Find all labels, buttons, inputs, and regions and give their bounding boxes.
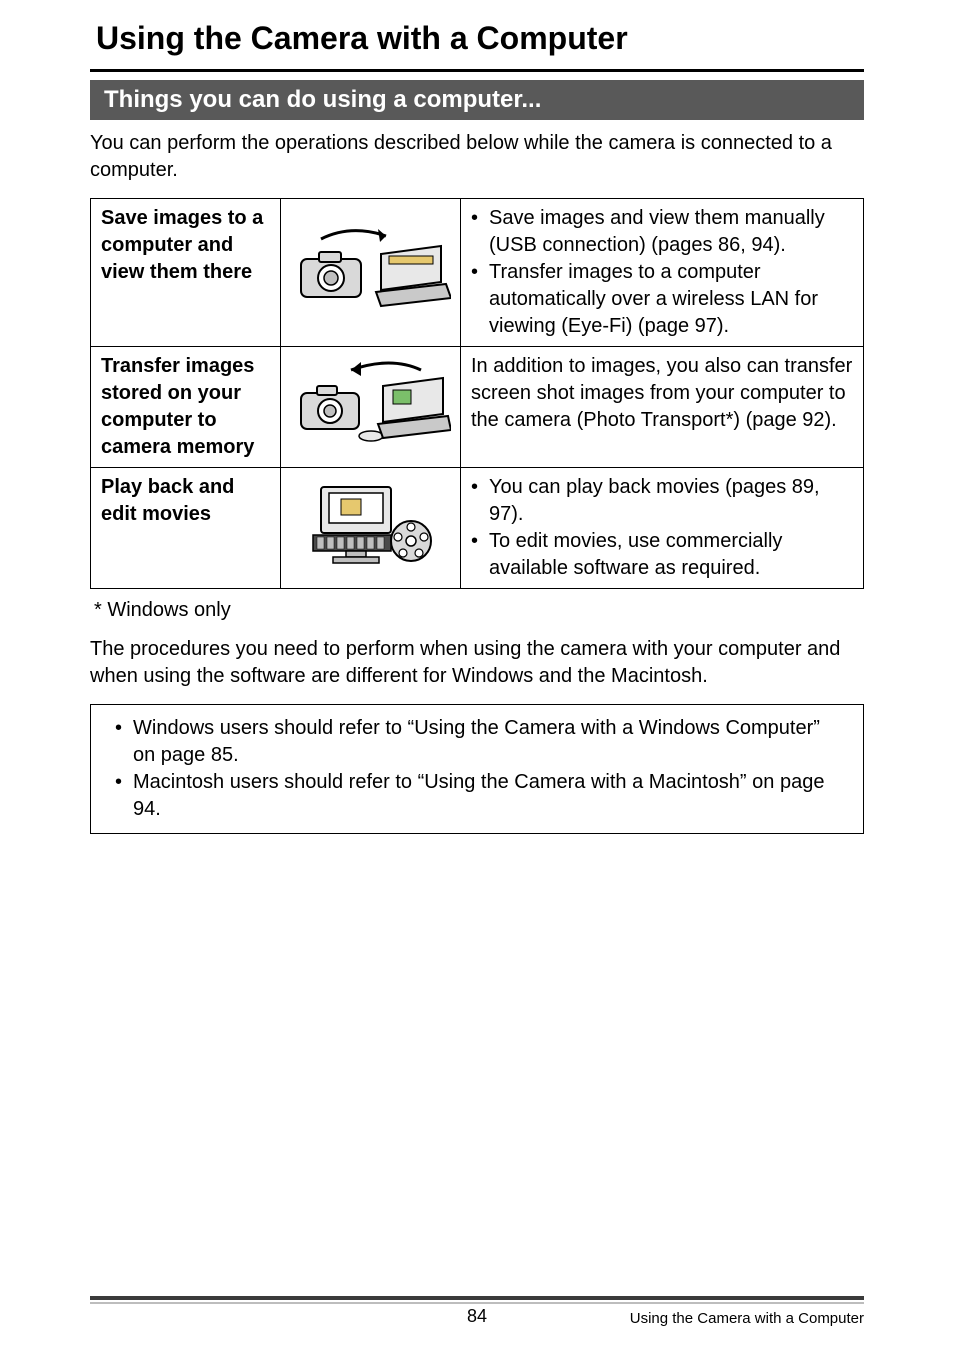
op-illustration-cell (281, 468, 461, 589)
reference-box: Windows users should refer to “Using the… (90, 704, 864, 834)
bullet-item: Save images and view them manually (USB … (471, 205, 853, 259)
footer-row: 84 Using the Camera with a Computer (90, 1310, 864, 1327)
page-content: Using the Camera with a Computer Things … (0, 0, 954, 834)
op-illustration-cell (281, 199, 461, 347)
section-heading-bar: Things you can do using a computer... (90, 80, 864, 120)
movie-edit-icon (291, 479, 451, 569)
operations-table: Save images to a computer and view them … (90, 198, 864, 589)
camera-to-computer-icon (291, 224, 451, 314)
footer-rule-dark (90, 1296, 864, 1300)
intro-paragraph: You can perform the operations described… (90, 130, 864, 184)
op-title: Play back and edit movies (91, 468, 281, 589)
table-row: Transfer images stored on your computer … (91, 347, 864, 468)
bullet-list: You can play back movies (pages 89, 97).… (471, 474, 853, 582)
op-description: Save images and view them manually (USB … (461, 199, 864, 347)
reference-item: Macintosh users should refer to “Using t… (107, 769, 847, 823)
page: Using the Camera with a Computer Things … (0, 0, 954, 1357)
bullet-item: You can play back movies (pages 89, 97). (471, 474, 853, 528)
page-footer: 84 Using the Camera with a Computer (90, 1296, 864, 1327)
bullet-list: Save images and view them manually (USB … (471, 205, 853, 340)
page-number: 84 (467, 1306, 487, 1327)
reference-item: Windows users should refer to “Using the… (107, 715, 847, 769)
title-rule (90, 69, 864, 72)
op-title: Save images to a computer and view them … (91, 199, 281, 347)
page-title: Using the Camera with a Computer (96, 20, 864, 57)
footnote: * Windows only (90, 599, 864, 622)
bullet-item: To edit movies, use commercially availab… (471, 528, 853, 582)
reference-list: Windows users should refer to “Using the… (107, 715, 847, 823)
footer-section-label: Using the Camera with a Computer (630, 1310, 864, 1327)
table-row: Save images to a computer and view them … (91, 199, 864, 347)
op-description: In addition to images, you also can tran… (461, 347, 864, 468)
footer-rule-light (90, 1302, 864, 1304)
op-illustration-cell (281, 347, 461, 468)
op-title: Transfer images stored on your computer … (91, 347, 281, 468)
computer-to-camera-icon (291, 358, 451, 448)
bullet-item: Transfer images to a computer automatica… (471, 259, 853, 340)
table-row: Play back and edit movies (91, 468, 864, 589)
op-description: You can play back movies (pages 89, 97).… (461, 468, 864, 589)
body-paragraph: The procedures you need to perform when … (90, 636, 864, 690)
